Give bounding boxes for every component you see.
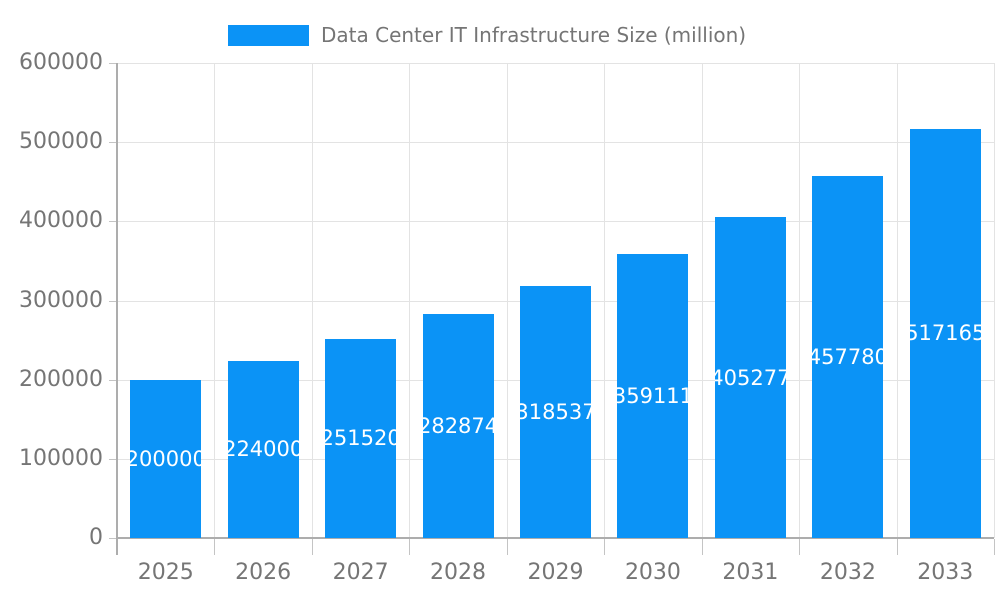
- y-tick-label: 500000: [19, 129, 103, 154]
- x-tick-label: 2026: [235, 560, 292, 585]
- x-gridline: [897, 63, 898, 538]
- y-tick: [109, 459, 117, 460]
- bar: 318537: [520, 285, 591, 538]
- bar-value-label: 318537: [520, 399, 591, 424]
- x-gridline: [604, 63, 605, 538]
- bar-value-label: 251520: [325, 426, 397, 451]
- y-gridline: [117, 142, 994, 143]
- x-axis-line: [116, 537, 994, 539]
- bar-value-label: 457780: [812, 344, 884, 369]
- y-tick-label: 100000: [19, 446, 103, 471]
- x-gridline: [312, 63, 313, 538]
- bar: 282874: [422, 314, 494, 538]
- x-gridline: [507, 63, 508, 538]
- y-tick: [109, 538, 117, 539]
- y-tick-label: 200000: [19, 367, 103, 392]
- y-axis-line: [116, 63, 118, 555]
- x-tick-label: 2029: [527, 560, 584, 585]
- y-tick: [109, 221, 117, 222]
- x-tick: [994, 539, 995, 555]
- x-tick: [312, 539, 313, 555]
- x-gridline: [702, 63, 703, 538]
- y-tick: [109, 380, 117, 381]
- x-tick: [507, 539, 508, 555]
- x-tick: [897, 539, 898, 555]
- x-gridline: [799, 63, 800, 538]
- bar: 405277: [714, 217, 786, 538]
- y-tick-label: 0: [89, 525, 103, 550]
- bar: 224000: [227, 360, 299, 538]
- bar-value-label: 359111: [617, 383, 689, 408]
- y-gridline: [117, 221, 994, 222]
- x-gridline: [409, 63, 410, 538]
- x-tick: [214, 539, 215, 555]
- y-tick: [109, 301, 117, 302]
- x-tick-label: 2027: [332, 560, 389, 585]
- y-tick-label: 400000: [19, 208, 103, 233]
- y-tick: [109, 142, 117, 143]
- bar-value-label: 405277: [714, 365, 786, 390]
- bar: 200000: [130, 379, 202, 538]
- x-gridline: [214, 63, 215, 538]
- legend[interactable]: Data Center IT Infrastructure Size (mill…: [228, 20, 746, 50]
- bar-value-label: 200000: [130, 446, 202, 471]
- bar-value-label: 517165: [909, 321, 981, 346]
- y-tick: [109, 63, 117, 64]
- x-gridline: [994, 63, 995, 538]
- bar: 517165: [909, 128, 981, 538]
- bar: 251520: [325, 338, 397, 538]
- bar: 359111: [617, 253, 689, 538]
- x-tick-label: 2030: [624, 560, 681, 585]
- legend-label: Data Center IT Infrastructure Size (mill…: [321, 23, 747, 47]
- x-tick: [604, 539, 605, 555]
- x-tick: [409, 539, 410, 555]
- y-tick-label: 300000: [19, 288, 103, 313]
- bar-value-label: 282874: [422, 414, 494, 439]
- bar: 457780: [812, 175, 884, 538]
- x-tick-label: 2025: [137, 560, 194, 585]
- x-tick-label: 2031: [722, 560, 779, 585]
- x-tick-label: 2028: [430, 560, 487, 585]
- bar-value-label: 224000: [227, 437, 299, 462]
- legend-swatch: [228, 24, 309, 46]
- x-tick-label: 2032: [819, 560, 876, 585]
- x-tick-label: 2033: [917, 560, 974, 585]
- y-tick-label: 600000: [19, 50, 103, 75]
- x-tick: [799, 539, 800, 555]
- x-tick: [702, 539, 703, 555]
- y-gridline: [117, 63, 994, 64]
